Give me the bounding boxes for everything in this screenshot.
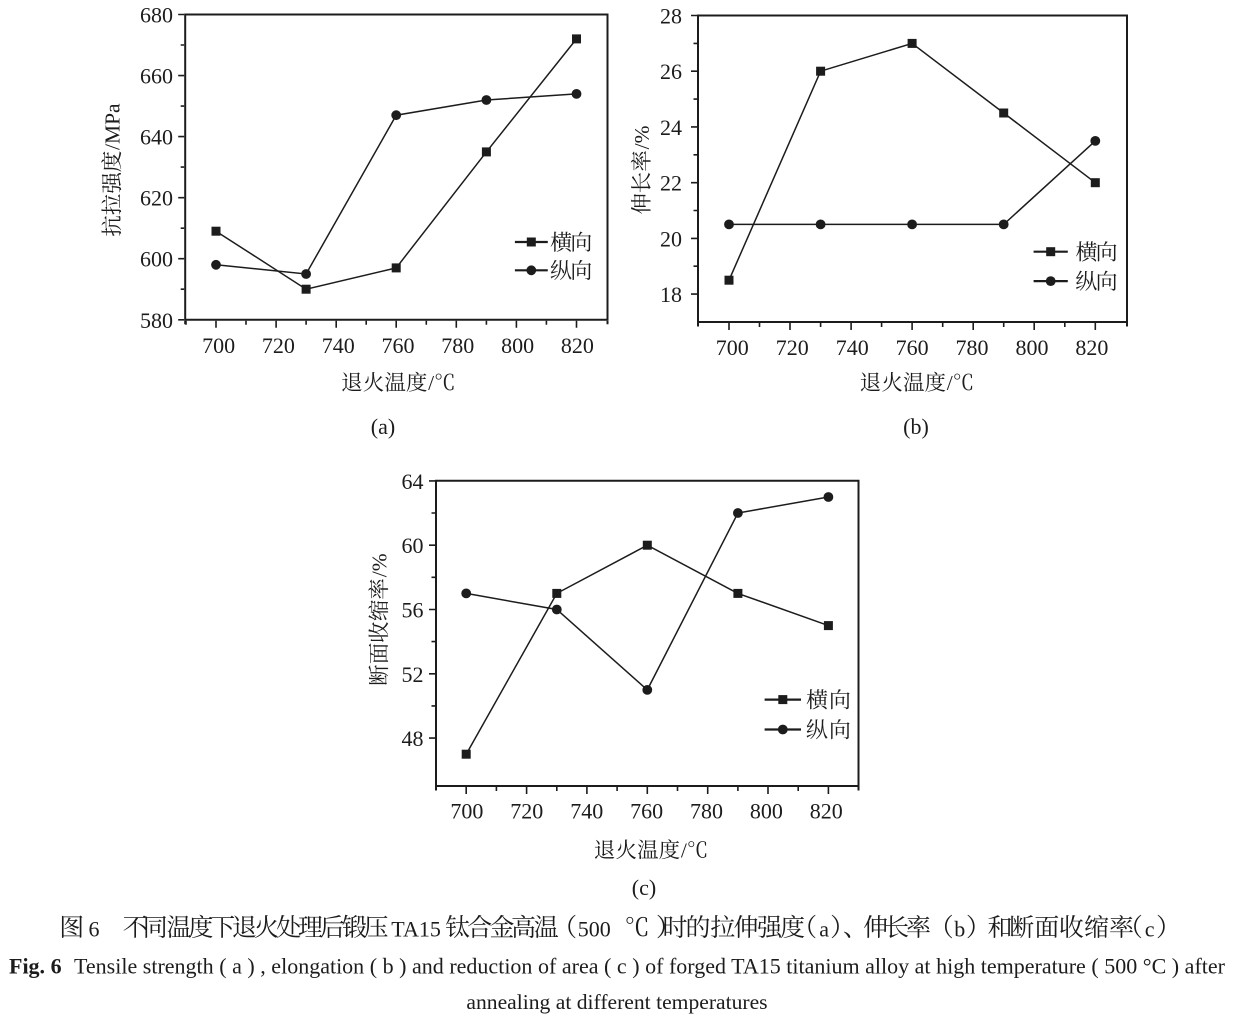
svg-text:620: 620 — [140, 186, 173, 211]
svg-text:740: 740 — [322, 333, 355, 358]
svg-text:500: 500 — [578, 917, 611, 942]
svg-text:a: a — [819, 917, 829, 942]
svg-text:740: 740 — [570, 799, 603, 824]
svg-text:26: 26 — [660, 59, 682, 84]
svg-text:820: 820 — [810, 799, 843, 824]
svg-text:64: 64 — [402, 469, 424, 494]
svg-text:680: 680 — [140, 3, 173, 28]
svg-text:24: 24 — [660, 115, 682, 140]
svg-text:28: 28 — [660, 4, 682, 29]
svg-text:640: 640 — [140, 125, 173, 150]
svg-text:760: 760 — [382, 333, 415, 358]
svg-text:700: 700 — [202, 333, 235, 358]
svg-text:800: 800 — [501, 333, 534, 358]
svg-text:720: 720 — [776, 335, 809, 360]
svg-text:660: 660 — [140, 64, 173, 89]
svg-text:580: 580 — [140, 308, 173, 333]
svg-text:820: 820 — [1075, 335, 1108, 360]
svg-text:/MPa: /MPa — [101, 103, 125, 150]
svg-text:700: 700 — [450, 799, 483, 824]
svg-text:780: 780 — [690, 799, 723, 824]
svg-text:/%: /% — [630, 125, 654, 149]
svg-text:52: 52 — [402, 662, 424, 687]
svg-text:/: / — [428, 371, 434, 395]
svg-text:780: 780 — [956, 335, 989, 360]
svg-text:600: 600 — [140, 247, 173, 272]
svg-text:740: 740 — [836, 335, 869, 360]
svg-text:22: 22 — [660, 171, 682, 196]
svg-text:6: 6 — [89, 917, 100, 942]
svg-text:800: 800 — [1016, 335, 1049, 360]
svg-text:/: / — [947, 371, 953, 395]
svg-text:(a): (a) — [371, 414, 395, 439]
svg-text:b: b — [954, 917, 965, 942]
svg-text:/%: /% — [368, 553, 392, 577]
svg-text:760: 760 — [630, 799, 663, 824]
svg-text:60: 60 — [402, 533, 424, 558]
svg-text:20: 20 — [660, 226, 682, 251]
svg-text:18: 18 — [660, 282, 682, 307]
svg-text:760: 760 — [896, 335, 929, 360]
svg-text:56: 56 — [402, 598, 424, 623]
svg-text:820: 820 — [561, 333, 594, 358]
svg-text:(c): (c) — [632, 875, 656, 900]
svg-text:annealing at different tempera: annealing at different temperatures — [466, 990, 767, 1014]
svg-text:780: 780 — [441, 333, 474, 358]
svg-text:/: / — [681, 839, 687, 863]
svg-text:48: 48 — [402, 726, 424, 751]
svg-text:720: 720 — [510, 799, 543, 824]
svg-text:TA15: TA15 — [391, 917, 441, 942]
svg-text:(b): (b) — [903, 414, 929, 439]
svg-text:720: 720 — [262, 333, 295, 358]
svg-text:700: 700 — [716, 335, 749, 360]
svg-text:c: c — [1145, 917, 1155, 942]
svg-text:800: 800 — [750, 799, 783, 824]
